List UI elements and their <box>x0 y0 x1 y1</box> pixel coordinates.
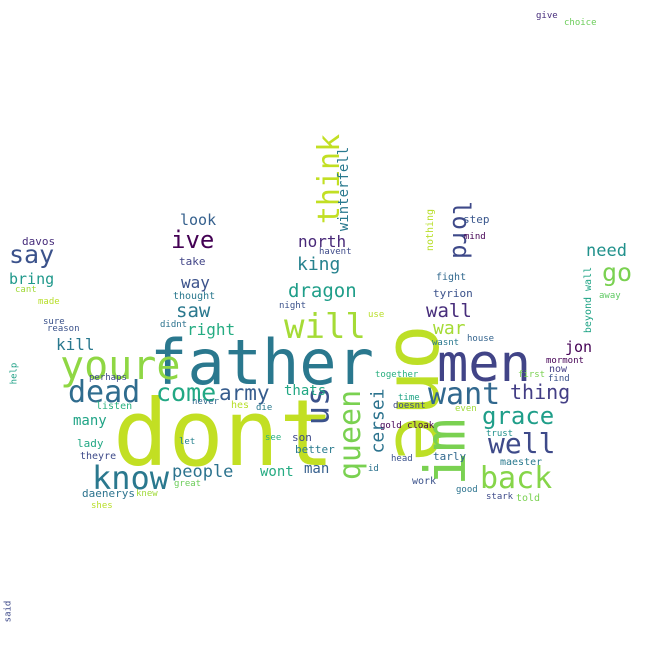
word: take <box>179 255 206 268</box>
word: mind <box>464 232 486 242</box>
word: listen <box>96 401 133 412</box>
word: grace <box>482 402 555 430</box>
word: army <box>219 381 270 405</box>
word: bring <box>9 270 55 288</box>
word: know <box>92 459 170 497</box>
word: havent <box>319 247 352 257</box>
word: step <box>463 213 490 226</box>
word: right <box>187 320 236 339</box>
word: need <box>586 241 627 261</box>
word: doesnt <box>393 401 426 411</box>
word: say <box>9 240 55 269</box>
word: said <box>3 600 14 623</box>
word: tyrion <box>433 287 473 300</box>
word: trust <box>486 429 514 439</box>
word: jon <box>565 338 593 356</box>
word: men <box>437 334 531 394</box>
word: father <box>150 326 374 399</box>
word: now <box>549 364 568 375</box>
word: cant <box>15 285 37 295</box>
word: nothing <box>425 208 437 252</box>
word: let <box>179 437 196 447</box>
word: saw <box>176 300 211 322</box>
word: way <box>181 273 210 292</box>
word: stark <box>486 492 514 502</box>
word: dont <box>113 380 335 487</box>
word: look <box>180 211 217 229</box>
word: gold cloak <box>380 421 435 431</box>
word: good <box>456 485 478 495</box>
word: shes <box>91 501 113 511</box>
word: winterfell <box>336 146 353 232</box>
word: great <box>174 479 202 489</box>
word: choice <box>564 18 597 28</box>
word: thats <box>284 383 327 399</box>
word: tarly <box>433 450 467 463</box>
word: wasnt <box>432 338 460 348</box>
word: find <box>548 374 570 384</box>
word: away <box>599 291 621 301</box>
word: north <box>298 232 347 251</box>
word: die <box>256 403 273 413</box>
word: reason <box>47 324 80 334</box>
word: lord <box>446 201 475 259</box>
word: will <box>284 307 366 347</box>
word: dragon <box>288 280 357 302</box>
word: sure <box>43 317 65 327</box>
word: come <box>156 378 217 407</box>
word: want <box>428 377 501 412</box>
word: many <box>73 413 107 429</box>
word: wall <box>426 300 472 322</box>
word: even <box>455 404 477 414</box>
word: together <box>375 370 419 380</box>
word: give <box>536 11 558 21</box>
word: man <box>304 461 330 477</box>
word: kill <box>56 335 95 354</box>
word: well <box>488 427 556 460</box>
word: never <box>192 397 220 407</box>
word: work <box>412 476 437 487</box>
word: use <box>368 310 385 320</box>
word: time <box>398 393 420 403</box>
word: hes <box>231 400 250 411</box>
word: house <box>467 334 495 344</box>
word: mormont <box>546 356 584 366</box>
word: perhaps <box>89 373 127 383</box>
word: ive <box>171 226 215 254</box>
word: head <box>391 454 413 464</box>
word: daenerys <box>82 487 135 500</box>
word: maester <box>500 457 543 468</box>
word: davos <box>22 235 56 248</box>
word: see <box>265 433 282 443</box>
word: fight <box>436 272 467 283</box>
word: dead <box>68 375 141 410</box>
word: didnt <box>160 320 188 330</box>
word: knew <box>136 489 158 499</box>
word: people <box>172 462 234 482</box>
word: made <box>38 297 60 307</box>
word: better <box>295 443 335 456</box>
word: wont <box>260 464 294 480</box>
word: told <box>516 493 541 504</box>
word: night <box>279 301 307 311</box>
word: war <box>433 318 466 339</box>
word: queen <box>333 389 369 481</box>
word: id <box>368 464 379 474</box>
word: thing <box>510 380 571 404</box>
word: king <box>297 254 341 275</box>
word: theyre <box>80 451 117 462</box>
word: youre <box>60 343 181 389</box>
word: beyond wall <box>583 266 595 334</box>
word: thought <box>173 291 216 302</box>
word: son <box>292 431 312 444</box>
word: back <box>480 461 553 496</box>
word: lady <box>77 437 104 450</box>
word: first <box>518 370 546 380</box>
word: help <box>9 362 20 385</box>
word: go <box>602 258 633 287</box>
